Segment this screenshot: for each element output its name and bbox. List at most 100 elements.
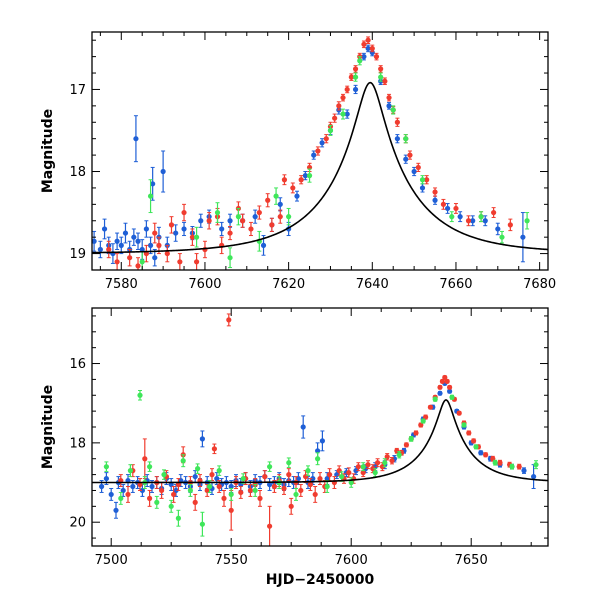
data-point [101,226,108,232]
data-point [346,470,352,476]
y-tick-label: 17 [69,83,86,98]
data-point [271,483,277,490]
data-point [403,136,409,142]
data-point [394,448,400,454]
data-point [293,491,299,498]
data-point [219,226,225,232]
data-point [389,458,395,464]
data-point [164,250,170,257]
data-point [152,255,158,261]
data-point [444,205,451,212]
series-blue [99,380,537,519]
data-point [499,234,505,240]
data-point [139,487,145,494]
data-point [227,255,233,261]
data-point [482,218,488,224]
data-point [379,464,385,470]
data-point [470,218,476,224]
data-point [306,173,313,179]
data-point [108,491,114,498]
data-point [187,487,193,494]
data-point [497,460,503,466]
x-tick-label: 7660 [439,277,472,292]
data-point [403,156,409,162]
data-point [113,507,119,513]
data-point [181,209,187,216]
data-point [277,201,283,207]
data-point [390,107,396,113]
data-point [339,473,345,480]
data-point [440,201,447,207]
data-point [384,454,390,460]
data-point [432,197,438,203]
data-point [396,452,402,458]
data-point [189,234,196,240]
data-point [411,168,417,175]
series-red [106,36,513,270]
data-point [137,392,143,398]
data-point [533,462,539,468]
data-point [294,193,300,199]
data-point [207,483,213,490]
data-point [103,475,109,482]
data-point [386,103,392,109]
data-point [206,218,212,224]
data-point [228,507,234,513]
data-point [152,230,158,236]
data-point [516,464,522,470]
data-point [227,218,233,224]
y-tick-label: 20 [69,516,86,531]
data-point [265,197,271,203]
data-point [127,468,133,474]
y-tick-label: 16 [69,357,86,372]
data-point [353,468,359,474]
data-point [199,436,205,442]
data-point [403,442,409,448]
data-point [135,263,141,269]
data-point [423,414,429,420]
data-point [419,177,426,183]
data-point [247,487,253,494]
data-layer [92,36,530,270]
data-point [310,475,316,482]
data-point [139,246,145,253]
data-point [125,491,131,498]
data-point [418,422,424,428]
data-point [195,466,201,472]
data-layer [99,313,539,546]
data-point [420,418,426,424]
data-point [382,78,388,84]
y-axis-label: Magnitude [40,385,56,469]
data-point [235,214,242,220]
x-axis-label: HJD−2450000 [266,572,375,588]
y-tick-label: 18 [69,165,86,180]
x-tick-label: 7640 [356,277,389,292]
data-point [520,234,526,240]
data-point [432,396,438,402]
data-point [248,226,254,232]
x-tick-label: 7600 [188,277,221,292]
data-point [252,487,258,494]
data-point [447,384,453,390]
data-point [226,317,232,323]
data-point [216,468,222,474]
data-point [315,456,321,462]
data-point [199,521,205,527]
data-point [99,483,105,490]
data-point [193,234,200,240]
data-point [495,226,501,232]
data-point [357,58,363,64]
data-point [175,515,181,521]
data-point [238,489,244,496]
data-point [382,460,388,466]
data-point [260,242,267,248]
data-point [355,464,361,470]
data-point [257,495,263,501]
data-point [507,222,513,228]
data-point [262,473,268,480]
data-point [378,74,384,80]
data-point [106,246,112,253]
data-point [408,436,414,442]
data-point [319,438,325,444]
data-point [427,404,433,410]
